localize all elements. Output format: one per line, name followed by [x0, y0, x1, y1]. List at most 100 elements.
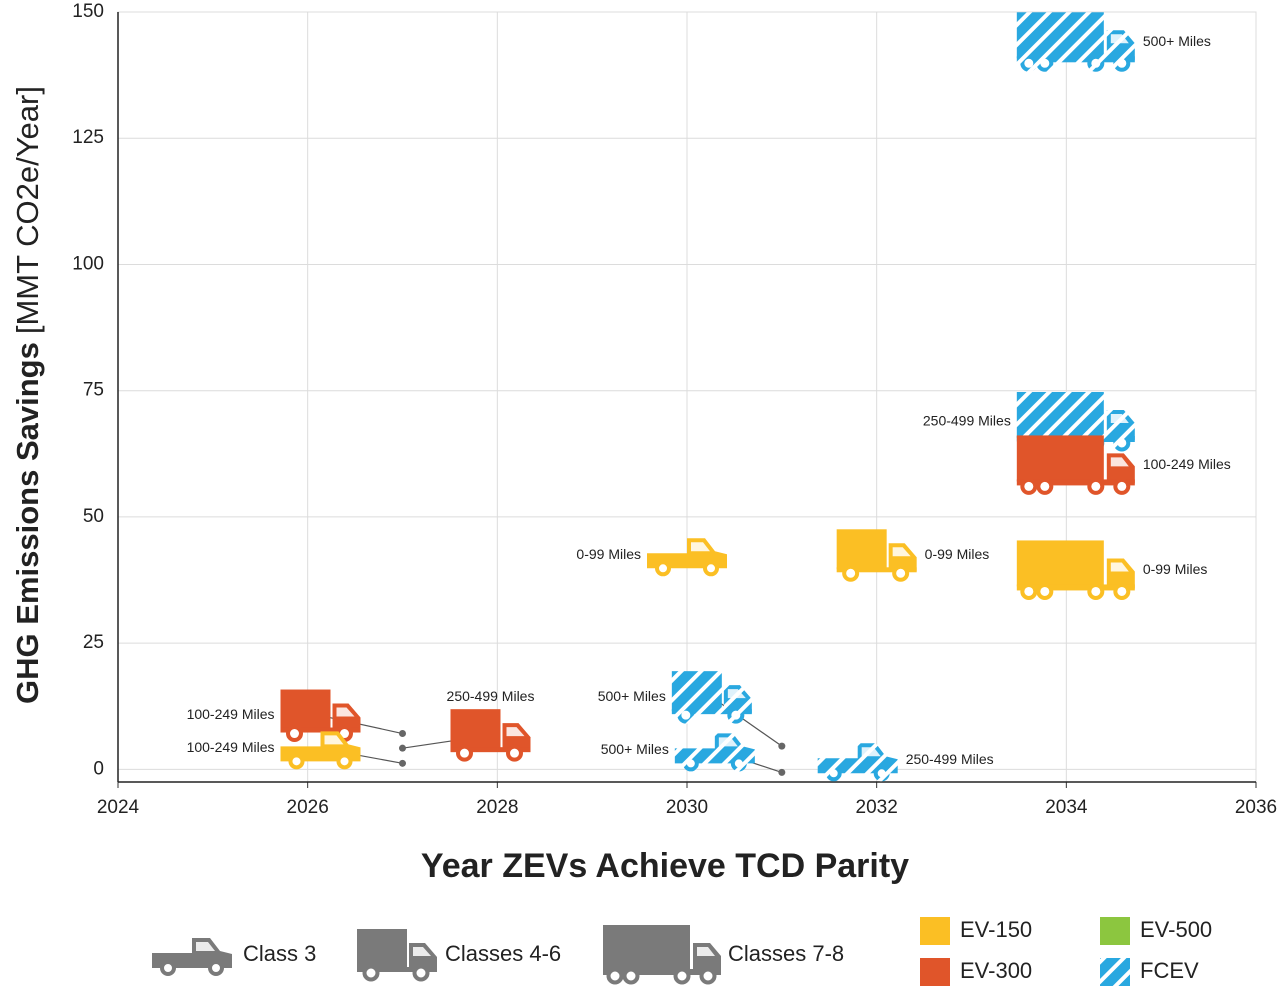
wheel — [1020, 477, 1038, 495]
truck-trailer — [603, 925, 690, 971]
wheel — [892, 564, 910, 582]
truck-icon — [1016, 12, 1135, 72]
truck-window — [718, 737, 738, 747]
truck-trailer — [1016, 391, 1104, 438]
wheel — [1113, 434, 1131, 452]
truck-body — [674, 733, 755, 764]
wheel — [1020, 582, 1038, 600]
wheel — [1087, 477, 1105, 495]
point-label: 250-499 Miles — [923, 413, 1011, 429]
x-tick-label: 2032 — [856, 797, 898, 818]
legend-class-label: Classes 7-8 — [728, 941, 844, 966]
wheel — [699, 967, 717, 985]
wheel — [1113, 582, 1131, 600]
x-tick-label: 2036 — [1235, 797, 1277, 818]
point-label: 500+ Miles — [601, 741, 669, 757]
truck-chassis — [450, 747, 531, 753]
leader-line — [711, 696, 783, 747]
wheel — [727, 706, 745, 724]
truck-window — [1110, 562, 1129, 572]
truck-icon — [280, 731, 361, 770]
truck-point — [1016, 540, 1135, 600]
wheel — [682, 755, 699, 772]
truck-window — [727, 689, 746, 699]
truck-window — [1110, 457, 1129, 467]
wheel — [673, 967, 691, 985]
wheel — [1036, 477, 1054, 495]
truck-window — [697, 947, 715, 956]
truck-window — [506, 727, 525, 737]
leader-dot — [399, 759, 406, 767]
truck-icon — [647, 538, 727, 577]
wheel — [208, 960, 224, 976]
wheel — [1113, 477, 1131, 495]
wheel — [1113, 54, 1131, 72]
wheel — [336, 753, 353, 770]
x-axis-title: Year ZEVs Achieve TCD Parity — [421, 847, 909, 885]
axes: 0 25 50 75 100 125 150 2024 2026 2028 2030 2032 2034… — [72, 1, 1277, 818]
truck-body — [280, 731, 361, 762]
wheel — [1036, 54, 1054, 72]
truck-point — [671, 671, 786, 750]
point-label: 500+ Miles — [598, 688, 666, 704]
x-tick-label: 2026 — [287, 797, 329, 818]
truck-body — [152, 938, 232, 968]
truck-point — [1016, 435, 1135, 495]
wheel — [677, 706, 695, 724]
y-tick-label: 0 — [93, 758, 104, 779]
leader-dot — [778, 768, 786, 776]
point-label: 0-99 Miles — [925, 546, 990, 562]
legend-swatch — [920, 917, 950, 945]
leader-dot — [399, 730, 406, 738]
legend-swatch — [1100, 958, 1130, 986]
truck-body — [817, 743, 898, 774]
x-tick-label: 2030 — [666, 797, 708, 818]
wheel — [288, 753, 305, 770]
wheel — [160, 960, 176, 976]
truck-chassis — [1016, 584, 1135, 591]
truck-point — [280, 731, 406, 770]
truck-trailer — [1016, 540, 1104, 587]
truck-point — [1016, 12, 1135, 72]
point-label: 500+ Miles — [1143, 33, 1211, 49]
wheel — [1087, 54, 1105, 72]
point-label: 100-249 Miles — [1143, 456, 1231, 472]
truck-chassis — [671, 709, 752, 715]
truck-trailer — [1016, 435, 1104, 482]
y-tick-label: 75 — [83, 380, 104, 401]
legend-swatch — [1100, 917, 1130, 945]
wheel — [362, 964, 380, 982]
legend-class-icon — [603, 925, 721, 985]
truck-point — [674, 733, 786, 776]
truck-icon — [674, 733, 755, 772]
truck-chassis — [1016, 56, 1135, 63]
legend-class-icon — [152, 938, 232, 976]
x-tick-label: 2024 — [97, 797, 140, 818]
wheel — [506, 744, 523, 762]
leader-dot — [399, 744, 406, 752]
wheel — [825, 765, 842, 782]
y-axis-title-unit: [MMT CO2e/Year] — [10, 86, 45, 334]
truck-box — [671, 671, 722, 712]
truck-point — [280, 689, 406, 743]
wheel — [842, 564, 860, 582]
legend-class-label: Class 3 — [243, 941, 316, 966]
y-tick-label: 100 — [72, 253, 104, 274]
truck-icon — [671, 671, 752, 724]
truck-icon — [836, 529, 917, 582]
truck-box — [280, 689, 331, 730]
truck-window — [1110, 413, 1129, 423]
truck-trailer — [1016, 12, 1104, 59]
truck-window — [196, 942, 215, 951]
leader-dot — [778, 742, 786, 750]
wheel — [1020, 54, 1038, 72]
legend-label: EV-500 — [1140, 917, 1212, 942]
truck-icon — [1016, 540, 1135, 600]
truck-chassis — [357, 967, 437, 972]
truck-window — [1110, 34, 1129, 44]
legend-label: EV-150 — [960, 917, 1032, 942]
truck-chassis — [1016, 479, 1135, 486]
wheel — [606, 967, 624, 985]
wheel — [412, 964, 430, 982]
wheel — [286, 725, 303, 743]
